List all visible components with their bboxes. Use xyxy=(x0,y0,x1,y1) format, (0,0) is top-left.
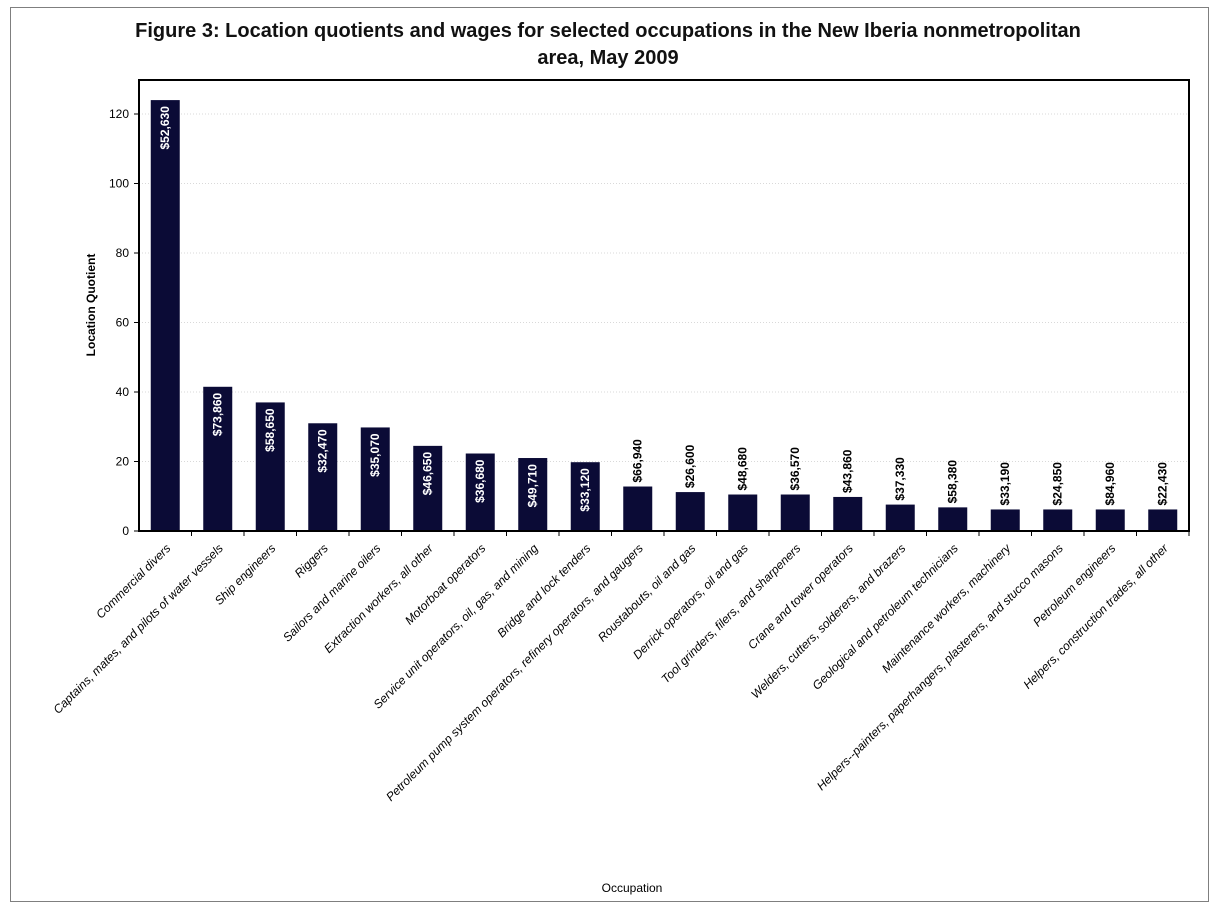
data-label: $66,940 xyxy=(631,439,645,483)
y-tick-label: 120 xyxy=(109,107,129,121)
gridlines xyxy=(139,113,1189,462)
x-tick-label: Petroleum pump system operators, refiner… xyxy=(383,541,646,804)
data-label: $46,650 xyxy=(421,452,435,496)
y-tick-label: 40 xyxy=(116,385,130,399)
bar xyxy=(623,486,653,531)
y-tick-label: 80 xyxy=(116,246,130,260)
bar xyxy=(728,494,758,531)
y-tick-label: 0 xyxy=(122,524,129,538)
bar xyxy=(1043,509,1073,531)
x-tick-label: Crane and tower operators xyxy=(745,541,856,652)
x-tick-label: Riggers xyxy=(292,541,331,580)
y-tick-label: 60 xyxy=(116,316,130,330)
bar xyxy=(938,507,968,531)
data-label: $35,070 xyxy=(368,433,382,477)
bar xyxy=(675,492,705,531)
bar xyxy=(1095,509,1125,531)
x-tick-label: Helpers--painters, paperhangers, plaster… xyxy=(814,541,1066,793)
bar xyxy=(465,453,495,531)
data-label: $52,630 xyxy=(158,106,172,150)
data-label: $43,860 xyxy=(841,449,855,493)
x-tick-label: Bridge and lock tenders xyxy=(494,541,593,640)
bar xyxy=(255,402,285,531)
bar xyxy=(885,504,915,531)
bar xyxy=(150,100,180,531)
bar xyxy=(518,458,548,531)
x-axis-label: Occupation xyxy=(602,881,663,895)
y-axis-label: Location Quotient xyxy=(84,254,98,357)
data-label: $37,330 xyxy=(893,457,907,501)
bar xyxy=(780,494,810,531)
x-tick-label: Roustabouts, oil and gas xyxy=(595,541,698,644)
plot-area-frame xyxy=(138,79,1190,532)
x-tick-label: Extraction workers, all other xyxy=(321,541,436,656)
chart-title-line1: Figure 3: Location quotients and wages f… xyxy=(135,20,1081,42)
data-label: $73,860 xyxy=(211,392,225,436)
data-label: $58,650 xyxy=(263,408,277,452)
data-label: $32,470 xyxy=(316,429,330,473)
data-labels: $52,630 $73,860 $58,650 $32,470 $35,070 $46,6… xyxy=(158,106,1170,512)
bar xyxy=(990,509,1020,531)
data-label: $36,680 xyxy=(473,459,487,503)
chart-title: Figure 3: Location quotients and wages f… xyxy=(0,18,1216,72)
bar xyxy=(833,496,863,531)
bar xyxy=(413,445,443,531)
data-label: $24,850 xyxy=(1051,462,1065,506)
data-label: $49,710 xyxy=(526,464,540,508)
axes xyxy=(138,79,1190,532)
data-label: $22,430 xyxy=(1156,462,1170,506)
bar xyxy=(203,386,233,531)
data-label: $33,120 xyxy=(578,468,592,512)
bar xyxy=(570,462,600,531)
data-label: $58,380 xyxy=(946,460,960,504)
bar xyxy=(308,423,338,531)
chart-title-line2: area, May 2009 xyxy=(537,47,679,69)
bars xyxy=(150,100,1178,531)
data-label: $48,680 xyxy=(736,447,750,491)
x-tick-label: Sailors and marine oilers xyxy=(280,541,383,644)
y-tick-label: 20 xyxy=(116,455,130,469)
bar xyxy=(1148,509,1178,531)
data-label: $26,600 xyxy=(683,444,697,488)
data-label: $33,190 xyxy=(998,462,1012,506)
bar xyxy=(360,427,390,531)
y-tick-label: 100 xyxy=(109,177,129,191)
data-label: $84,960 xyxy=(1103,462,1117,506)
y-axis-ticks: 0 20 40 60 80 100 120 xyxy=(109,107,139,538)
data-label: $36,570 xyxy=(788,447,802,491)
